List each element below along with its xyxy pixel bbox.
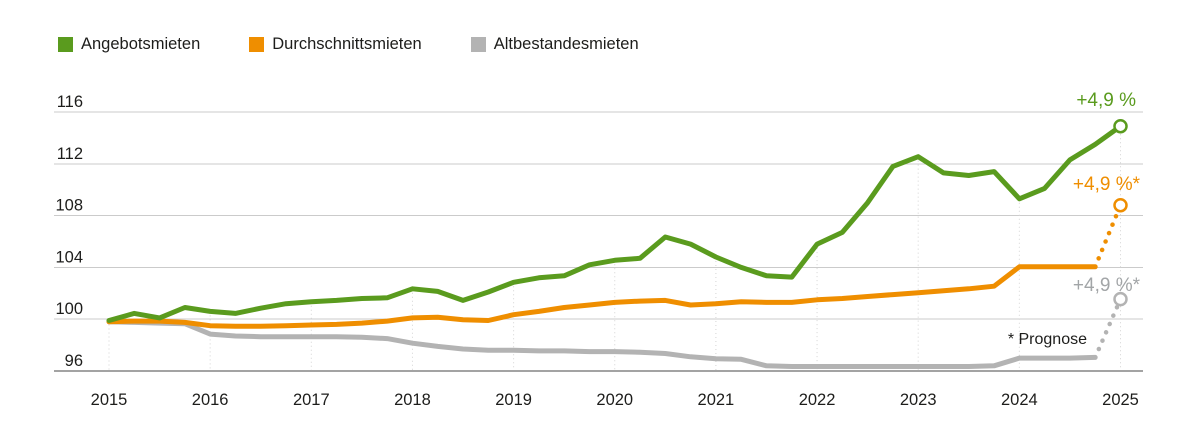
end-marker-angebotsmieten: [1113, 118, 1128, 134]
forecast-line-altbestandesmieten: [1092, 296, 1123, 360]
line-durchschnittsmieten: [106, 264, 1098, 329]
legend-swatch-gray-icon: [470, 36, 486, 52]
y-tick-label-100: 100: [55, 300, 83, 318]
legend-label-durchschnittsmieten: Durchschnittsmieten: [272, 35, 422, 53]
prognose-footnote: * Prognose: [1007, 331, 1087, 348]
y-tick-label-112: 112: [57, 145, 83, 163]
angebotsmieten-change-label: +4,9 %: [1076, 90, 1136, 111]
x-tick-label-2016: 2016: [192, 391, 229, 409]
y-tick-label-104: 104: [55, 248, 83, 266]
x-tick-label-2017: 2017: [293, 391, 330, 409]
legend: Angebotsmieten Durchschnittsmieten Altbe…: [58, 36, 639, 52]
x-tick-label-2019: 2019: [495, 391, 532, 409]
x-tick-label-2025: 2025: [1102, 391, 1139, 409]
forecast-line-durchschnittsmieten: [1092, 202, 1123, 270]
legend-item-durchschnittsmieten: Durchschnittsmieten: [249, 35, 422, 53]
y-tick-label-96: 96: [65, 352, 83, 370]
x-tick-label-2021: 2021: [698, 391, 735, 409]
end-marker-durchschnittsmieten: [1113, 197, 1128, 213]
altbestandesmieten-change-label: +4,9 %*: [1072, 275, 1140, 296]
x-tick-label-2023: 2023: [900, 391, 937, 409]
x-tick-label-2024: 2024: [1001, 391, 1038, 409]
line-altbestandesmieten: [106, 319, 1098, 369]
legend-label-angebotsmieten: Angebotsmieten: [81, 35, 201, 53]
legend-item-angebotsmieten: Angebotsmieten: [58, 36, 200, 52]
y-tick-label-108: 108: [55, 197, 83, 215]
durchschnittsmieten-change-label: +4,9 %*: [1072, 174, 1140, 195]
y-tick-label-116: 116: [57, 93, 83, 111]
x-tick-label-2018: 2018: [394, 391, 431, 409]
end-marker-altbestandesmieten: [1113, 291, 1128, 307]
x-tick-label-2022: 2022: [799, 391, 836, 409]
legend-swatch-green-icon: [58, 36, 73, 52]
legend-item-altbestandesmieten: Altbestandesmieten: [470, 35, 639, 53]
x-tick-label-2020: 2020: [596, 391, 633, 409]
x-tick-label-2015: 2015: [91, 391, 128, 409]
legend-label-altbestandesmieten: Altbestandesmieten: [493, 35, 639, 53]
line-angebotsmieten: [106, 123, 1123, 323]
legend-swatch-orange-icon: [249, 36, 265, 52]
